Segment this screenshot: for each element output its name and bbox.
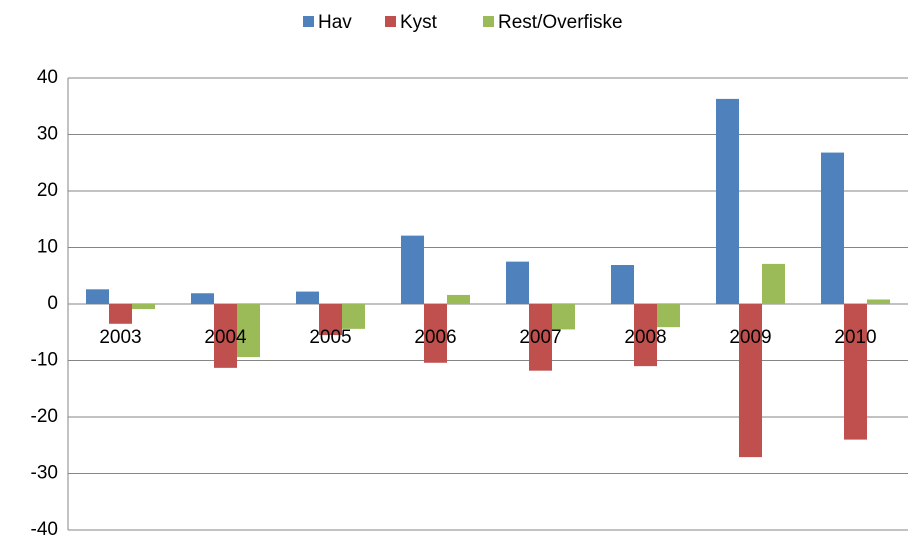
x-tick-label: 2010 [834,327,876,348]
bar [552,304,575,330]
bar [191,293,214,304]
x-tick-label: 2003 [99,327,141,348]
y-tick-label: 20 [37,180,58,201]
x-tick-label: 2007 [519,327,561,348]
legend-swatch [303,16,314,27]
y-tick-label: 30 [37,124,58,145]
bar [611,265,634,304]
bar [716,98,739,304]
y-tick-label: 0 [47,293,58,314]
bar [86,289,109,304]
bar [447,294,470,304]
y-tick-label: -30 [31,463,58,484]
bar [342,304,365,329]
y-tick-label: -10 [31,350,58,371]
bar [506,261,529,304]
legend-label: Kyst [400,12,438,33]
y-tick-label: -20 [31,406,58,427]
bar [657,304,680,328]
bar [214,304,237,368]
x-tick-label: 2004 [204,327,247,348]
legend-label: Hav [318,12,352,33]
bar [844,304,867,440]
bar [296,291,319,304]
bar [762,263,785,304]
legend-swatch [483,16,494,27]
bar [132,304,155,310]
y-tick-label: -40 [31,519,58,538]
bar [237,304,260,358]
bar [319,304,342,336]
bar [529,304,552,371]
bar [821,152,844,304]
y-tick-label: 10 [37,237,58,258]
bar [109,304,132,324]
bar [424,304,447,363]
bar [401,235,424,304]
bar [867,299,890,304]
bar [739,304,762,458]
x-tick-label: 2009 [729,327,771,348]
x-tick-label: 2006 [414,327,456,348]
bar [634,304,657,367]
y-tick-label: 40 [37,67,58,88]
x-tick-label: 2005 [309,327,351,348]
x-tick-label: 2008 [624,327,666,348]
legend-swatch [385,16,396,27]
legend-label: Rest/Overfiske [498,12,623,33]
